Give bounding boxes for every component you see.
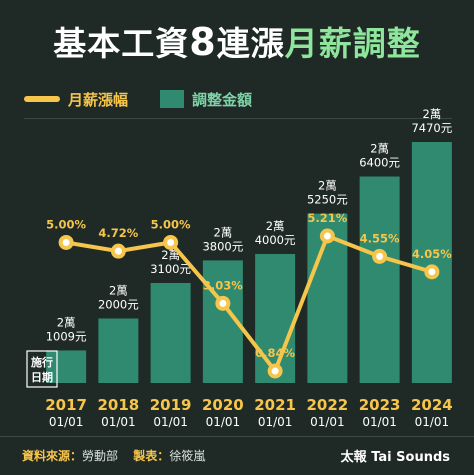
x-tick-date: 01/01 [101,415,136,429]
legend-bar-label: 調整金額 [192,90,253,109]
bar [98,318,139,383]
maker-label: 製表： [133,449,170,463]
bar-value-label: 6400元 [359,156,400,170]
growth-label: 3.03% [203,278,243,292]
source-label: 資料來源： [22,449,83,463]
growth-label: 4.72% [98,226,138,240]
bar-value-label: 2萬 [57,315,76,329]
bar-value-label: 2萬 [213,225,232,239]
bar [46,350,87,383]
growth-point-center [219,299,227,307]
growth-label: 4.55% [360,231,400,245]
x-tick-date: 01/01 [415,415,450,429]
growth-point-center [114,247,122,255]
legend-bar-swatch [160,90,185,108]
growth-line [65,234,433,373]
bar-value-label: 1009元 [46,329,87,343]
bar-value-label: 2萬 [266,219,285,233]
chart-title: 基本工資8連漲月薪調整 [0,22,474,64]
growth-label: 5.00% [46,217,86,231]
footer-credits: 資料來源：勞動部 製表：徐筱嵐 [22,447,205,464]
growth-point-center [428,268,436,276]
effective-date-label: 施行 [31,355,53,369]
footer: 資料來源：勞動部 製表：徐筱嵐 太報 Tai Sounds [0,436,474,475]
growth-point-center [62,238,70,246]
bar [411,142,452,383]
x-tick-date: 01/01 [153,415,188,429]
title-middle: 連漲 [216,24,285,63]
legend-divider [24,118,452,119]
bar [359,176,400,383]
x-tick-year: 2021 [254,396,296,414]
growth-point-center [271,367,279,375]
growth-point-center [167,238,175,246]
maker-value: 徐筱嵐 [169,449,206,463]
x-tick-year: 2018 [98,396,140,414]
growth-label: 4.05% [412,247,452,261]
x-tick-year: 2017 [45,396,87,414]
x-tick-date: 01/01 [362,415,397,429]
x-tick-year: 2019 [150,396,192,414]
legend-line-swatch [24,96,60,102]
x-tick-date: 01/01 [310,415,345,429]
bar-value-label: 2000元 [98,297,139,311]
x-tick-date: 01/01 [258,415,293,429]
bar-value-label: 3100元 [150,262,191,276]
x-tick-date: 01/01 [206,415,241,429]
effective-date-box [26,350,58,388]
bar-value-label: 5250元 [307,193,348,207]
title-prefix: 基本工資 [53,24,190,63]
bar [255,253,296,383]
source-value: 勞動部 [82,449,119,463]
growth-label: 5.21% [307,211,347,225]
growth-point-center [323,232,331,240]
bar [150,282,191,383]
bar-value-label: 4000元 [255,233,296,247]
x-tick-year: 2023 [359,396,401,414]
title-highlight: 月薪調整 [284,24,421,63]
bar-value-label: 2萬 [370,142,389,156]
brand-logo-text: 太報 Tai Sounds [340,450,450,465]
legend: 月薪漲幅 調整金額 [24,86,452,112]
legend-line-label: 月薪漲幅 [68,90,129,109]
x-tick-year: 2022 [307,396,349,414]
effective-date-label: 日期 [31,370,53,384]
title-number: 8 [189,20,217,64]
growth-label: 5.00% [151,217,191,231]
bar-value-label: 2萬 [109,283,128,297]
x-tick-year: 2024 [411,396,453,414]
growth-point-center [376,252,384,260]
bar-value-label: 3800元 [202,239,243,253]
x-tick-date: 01/01 [49,415,84,429]
combo-chart: 2萬1009元2萬2000元2萬3100元2萬3800元2萬4000元2萬525… [26,107,453,429]
bar-value-label: 2萬 [161,248,180,262]
growth-label: 0.84% [255,346,295,360]
x-tick-year: 2020 [202,396,244,414]
bar-value-label: 7470元 [411,121,452,135]
bar-value-label: 2萬 [422,107,441,121]
bar-value-label: 2萬 [318,179,337,193]
